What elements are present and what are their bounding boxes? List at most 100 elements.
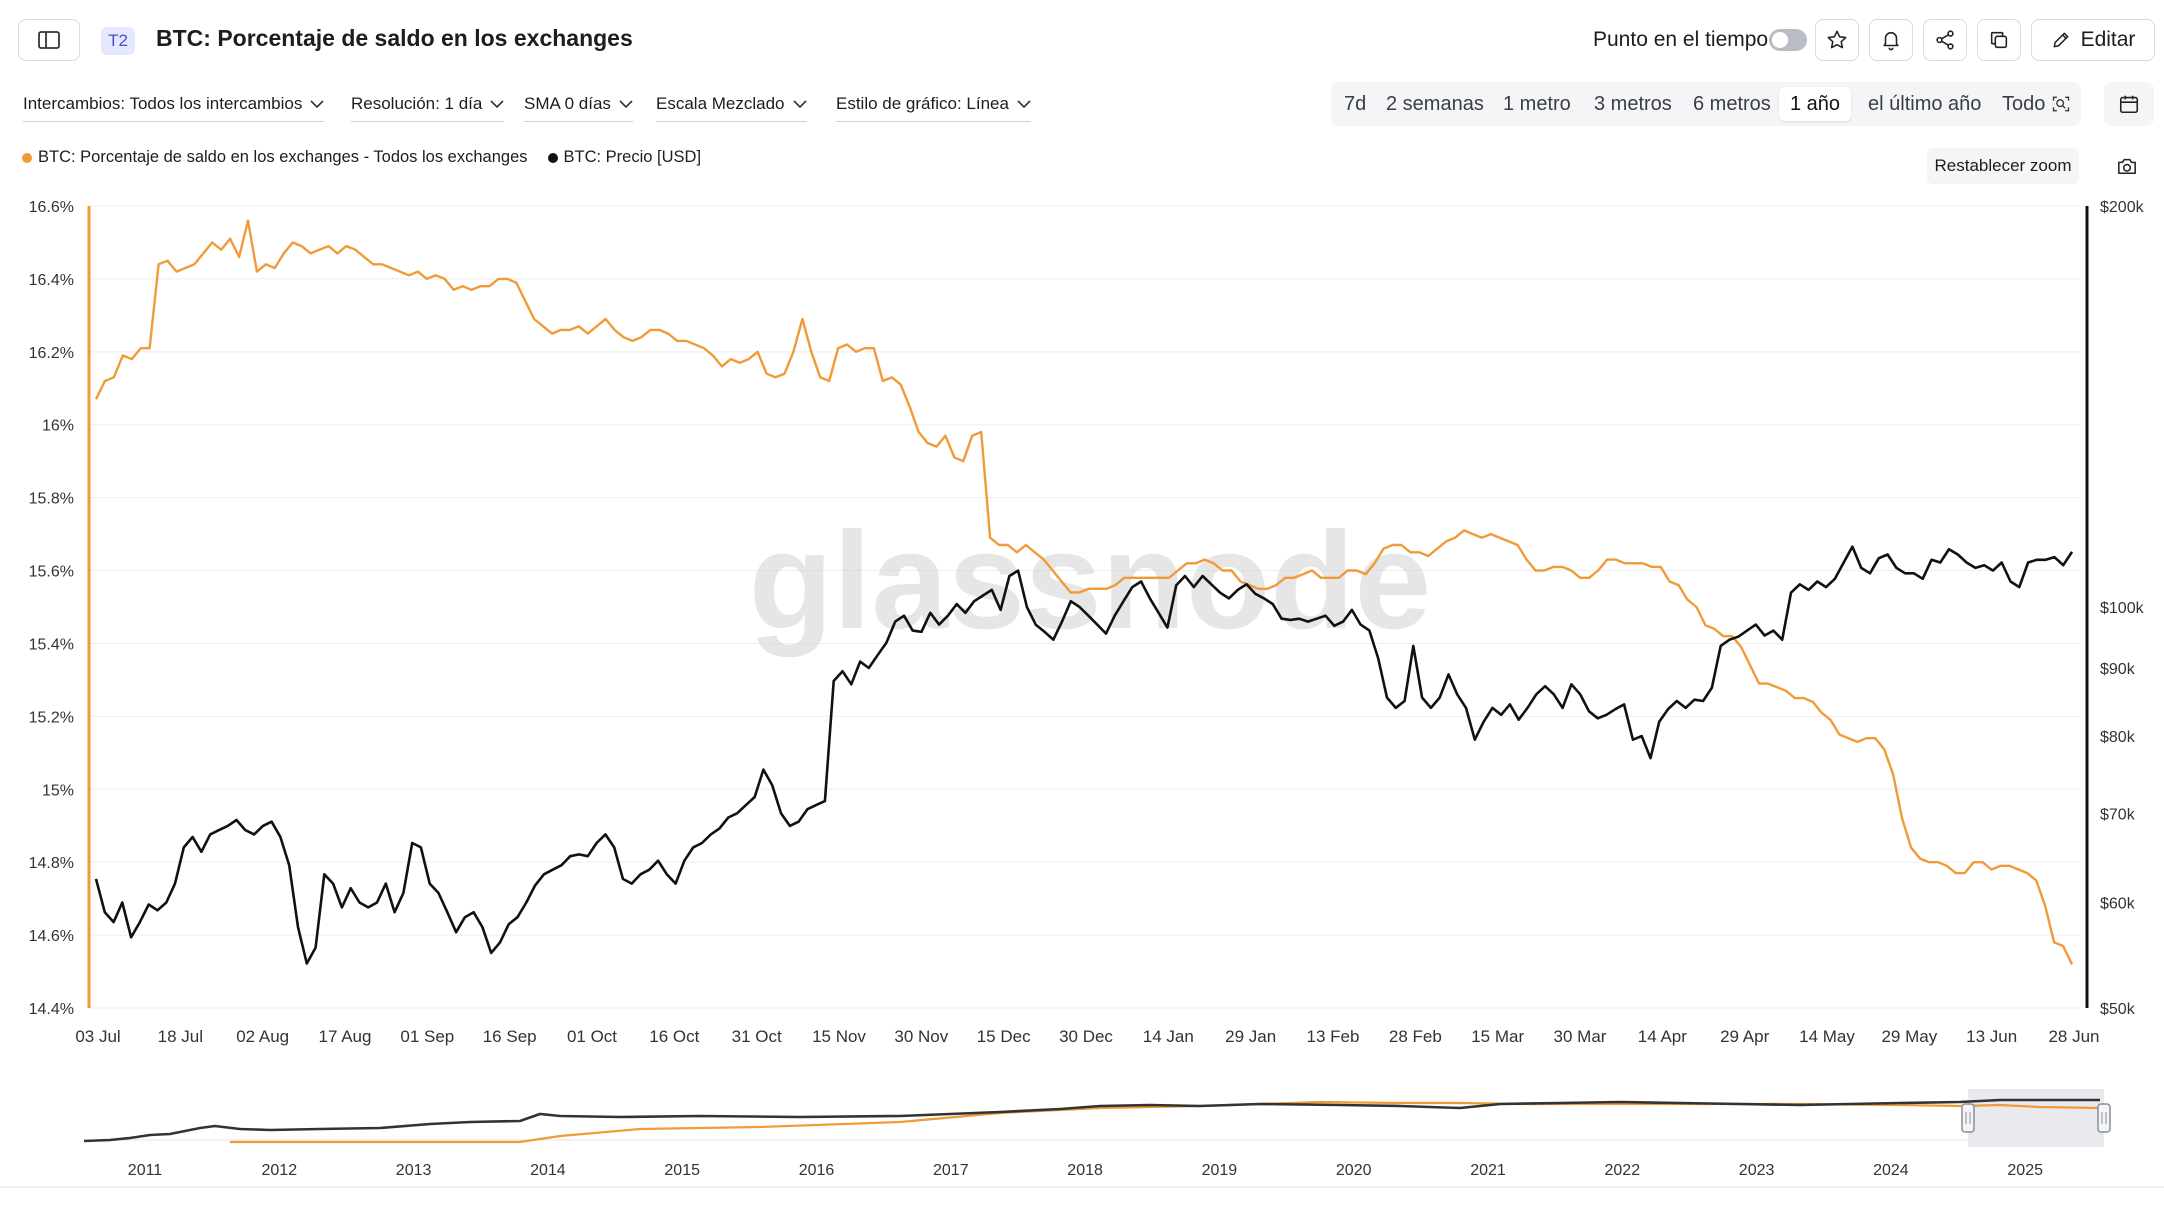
navigator-year-label: 2011 bbox=[128, 1162, 163, 1179]
alert-button[interactable] bbox=[1869, 19, 1913, 61]
range-2-weeks[interactable]: 2 semanas bbox=[1386, 92, 1484, 115]
x-tick-label: 13 Feb bbox=[1307, 1027, 1360, 1046]
navigator-year-label: 2017 bbox=[933, 1162, 969, 1179]
scale-filter[interactable]: Escala Mezclado bbox=[656, 94, 807, 122]
chart-style-filter[interactable]: Estilo de gráfico: Línea bbox=[836, 94, 1031, 122]
x-tick-label: 14 May bbox=[1799, 1027, 1855, 1046]
chevron-down-icon bbox=[792, 100, 807, 109]
price-line bbox=[94, 545, 2074, 965]
y-right-tick-label: $100k bbox=[2100, 600, 2145, 617]
y-left-tick-label: 15% bbox=[42, 782, 74, 799]
navigator-price-line bbox=[83, 1098, 2100, 1143]
range-1-month[interactable]: 1 metro bbox=[1503, 92, 1571, 115]
legend-item-price[interactable]: BTC: Precio [USD] bbox=[547, 148, 702, 167]
point-in-time-label: Punto en el tiempo bbox=[1593, 28, 1769, 51]
edit-label: Editar bbox=[2080, 28, 2136, 51]
x-tick-label: 29 May bbox=[1881, 1027, 1937, 1046]
custom-zoom-button[interactable] bbox=[2045, 87, 2077, 121]
x-tick-label: 30 Mar bbox=[1554, 1027, 1607, 1046]
x-tick-label: 14 Jan bbox=[1143, 1027, 1194, 1046]
favorite-button[interactable] bbox=[1815, 19, 1859, 61]
navigator-year-label: 2013 bbox=[396, 1162, 432, 1179]
range-last-year[interactable]: el último año bbox=[1868, 92, 1982, 115]
exchange-balance-line bbox=[94, 219, 2074, 965]
sma-filter[interactable]: SMA 0 días bbox=[524, 94, 633, 122]
y-left-tick-label: 16.2% bbox=[29, 345, 74, 362]
legend-item-exchange-balance[interactable]: BTC: Porcentaje de saldo en los exchange… bbox=[22, 148, 528, 167]
copy-icon bbox=[1990, 31, 2008, 49]
star-icon bbox=[1827, 30, 1847, 49]
pencil-icon bbox=[2053, 32, 2068, 48]
x-tick-label: 29 Jan bbox=[1225, 1027, 1276, 1046]
time-range-selector: 7d 2 semanas 1 metro 3 metros 6 metros 1… bbox=[1331, 82, 2081, 126]
range-6-months[interactable]: 6 metros bbox=[1693, 92, 1771, 115]
chevron-down-icon bbox=[310, 100, 324, 109]
resolution-filter[interactable]: Resolución: 1 día bbox=[351, 94, 505, 122]
navigator-year-label: 2015 bbox=[664, 1162, 700, 1179]
reset-zoom-button[interactable]: Restablecer zoom bbox=[1927, 148, 2079, 184]
duplicate-button[interactable] bbox=[1977, 19, 2021, 61]
x-tick-label: 16 Sep bbox=[483, 1027, 537, 1046]
share-icon bbox=[1936, 30, 1954, 50]
x-tick-label: 01 Sep bbox=[400, 1027, 454, 1046]
range-all[interactable]: Todo bbox=[2002, 92, 2046, 115]
exchanges-filter[interactable]: Intercambios: Todos los intercambios bbox=[23, 94, 325, 122]
tier-badge: T2 bbox=[101, 27, 135, 55]
camera-icon bbox=[2118, 158, 2136, 175]
chevron-down-icon bbox=[1017, 100, 1031, 109]
sidebar-toggle-button[interactable] bbox=[18, 19, 80, 61]
x-tick-label: 28 Feb bbox=[1389, 1027, 1442, 1046]
navigator-year-label: 2020 bbox=[1336, 1162, 1372, 1179]
edit-button[interactable]: Editar bbox=[2031, 19, 2155, 61]
x-tick-label: 18 Jul bbox=[158, 1027, 203, 1046]
watermark: glassnode bbox=[749, 504, 1432, 658]
y-axis-left: 16.6% 16.4% 16.2% 16% 15.8% 15.6% 15.4% 15.2% 15… bbox=[29, 199, 74, 1018]
legend-label-price: BTC: Precio [USD] bbox=[563, 148, 702, 166]
x-tick-label: 14 Apr bbox=[1638, 1027, 1687, 1046]
point-in-time-toggle[interactable] bbox=[1769, 29, 1807, 51]
navigator-year-label: 2019 bbox=[1202, 1162, 1238, 1179]
y-axis-right: $200k $100k $90k $80k $70k $60k $50k bbox=[2100, 199, 2145, 1018]
x-tick-label: 31 Oct bbox=[732, 1027, 782, 1046]
chart-header: T2 BTC: Porcentaje de saldo en los excha… bbox=[0, 0, 2164, 80]
y-right-tick-label: $80k bbox=[2100, 729, 2136, 746]
y-left-tick-label: 15.6% bbox=[29, 564, 74, 581]
chart-style-filter-label: Estilo de gráfico: Línea bbox=[836, 94, 1009, 113]
y-left-tick-label: 15.8% bbox=[29, 491, 74, 508]
x-tick-label: 28 Jun bbox=[2048, 1027, 2099, 1046]
navigator-handle-right[interactable] bbox=[2097, 1103, 2111, 1133]
range-3-months[interactable]: 3 metros bbox=[1594, 92, 1672, 115]
x-tick-label: 30 Dec bbox=[1059, 1027, 1113, 1046]
range-7d[interactable]: 7d bbox=[1344, 92, 1367, 115]
x-tick-label: 15 Mar bbox=[1471, 1027, 1524, 1046]
range-1-year[interactable]: 1 año bbox=[1779, 87, 1852, 121]
x-tick-label: 02 Aug bbox=[236, 1027, 289, 1046]
calendar-icon bbox=[2119, 95, 2139, 114]
share-button[interactable] bbox=[1923, 19, 1967, 61]
chart-legend: BTC: Porcentaje de saldo en los exchange… bbox=[22, 148, 701, 167]
navigator-handle-left[interactable] bbox=[1961, 1103, 1975, 1133]
navigator-selection[interactable] bbox=[1968, 1089, 2104, 1147]
y-left-tick-label: 14.6% bbox=[29, 928, 74, 945]
y-right-tick-label: $200k bbox=[2100, 199, 2145, 216]
legend-label-exchange-balance: BTC: Porcentaje de saldo en los exchange… bbox=[38, 148, 528, 166]
exchanges-filter-label: Intercambios: Todos los intercambios bbox=[23, 94, 303, 113]
navigator-year-label: 2025 bbox=[2007, 1162, 2043, 1179]
x-tick-label: 17 Aug bbox=[319, 1027, 372, 1046]
navigator-year-label: 2012 bbox=[262, 1162, 298, 1179]
screenshot-button[interactable] bbox=[2110, 148, 2144, 184]
y-right-tick-label: $90k bbox=[2100, 661, 2136, 678]
navigator-year-label: 2014 bbox=[530, 1162, 566, 1179]
page-title: BTC: Porcentaje de saldo en los exchange… bbox=[156, 25, 633, 51]
x-tick-label: 29 Apr bbox=[1720, 1027, 1769, 1046]
navigator-year-label: 2024 bbox=[1873, 1162, 1909, 1179]
y-right-tick-label: $60k bbox=[2100, 896, 2136, 913]
y-left-tick-label: 15.2% bbox=[29, 709, 74, 726]
y-left-tick-label: 14.8% bbox=[29, 855, 74, 872]
date-picker-button[interactable] bbox=[2104, 82, 2154, 126]
x-axis: 03 Jul 18 Jul 02 Aug 17 Aug 01 Sep 16 Sep 01 O… bbox=[75, 1027, 2099, 1046]
legend-dot-black bbox=[547, 152, 558, 163]
x-tick-label: 03 Jul bbox=[75, 1027, 120, 1046]
navigator-year-label: 2022 bbox=[1605, 1162, 1641, 1179]
